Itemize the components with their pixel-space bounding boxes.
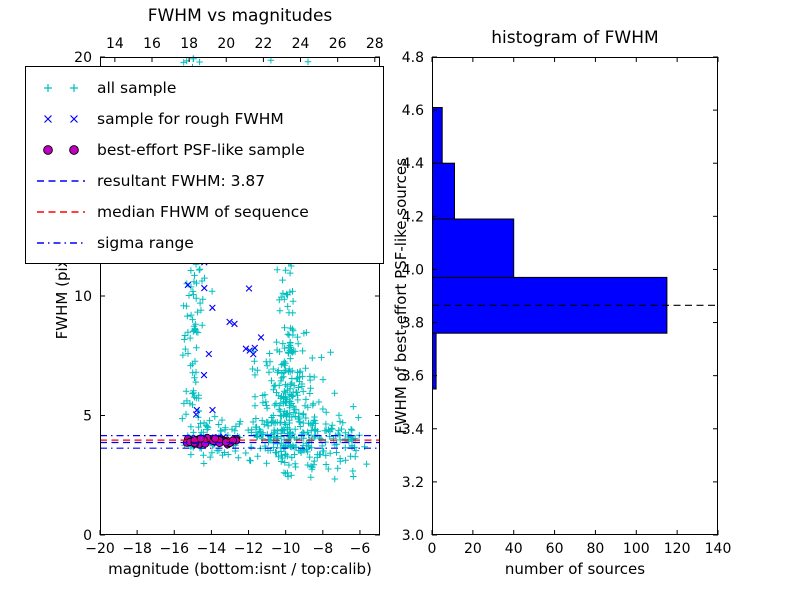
svg-text:3.0: 3.0 <box>402 528 424 544</box>
dashed-marker-icon <box>37 210 85 213</box>
legend-item-label: sigma range <box>97 233 194 252</box>
dashdot-marker-icon <box>37 241 85 244</box>
legend-item-label: sample for rough FWHM <box>97 109 284 128</box>
right-yaxis-label: FWHM of best-effort PSF-like sources <box>392 158 410 434</box>
svg-text:3.6: 3.6 <box>402 369 424 385</box>
svg-text:100: 100 <box>623 541 650 557</box>
legend-item: sigma range <box>34 227 375 258</box>
svg-text:−12: −12 <box>234 541 264 557</box>
legend-item-label: median FHWM of sequence <box>97 202 309 221</box>
plus-marker-icon <box>44 83 78 92</box>
right-xaxis-label: number of sources <box>504 560 646 578</box>
svg-text:140: 140 <box>705 541 732 557</box>
legend-item: best-effort PSF-like sample <box>34 134 375 165</box>
svg-text:22: 22 <box>254 36 272 52</box>
svg-text:4.8: 4.8 <box>402 50 424 66</box>
svg-text:24: 24 <box>292 36 310 52</box>
svg-text:−8: −8 <box>312 541 333 557</box>
svg-text:10: 10 <box>74 289 92 305</box>
legend-item: median FHWM of sequence <box>34 196 375 227</box>
x-marker-icon <box>44 114 78 123</box>
circle-marker-icon <box>43 144 79 155</box>
svg-text:120: 120 <box>664 541 691 557</box>
legend-item: sample for rough FWHM <box>34 103 375 134</box>
right-plot-title: histogram of FWHM <box>491 28 659 48</box>
svg-text:−14: −14 <box>197 541 227 557</box>
left-plot-title: FWHM vs magnitudes <box>147 6 333 26</box>
svg-text:4.4: 4.4 <box>402 156 424 172</box>
svg-text:−10: −10 <box>271 541 301 557</box>
svg-text:4.2: 4.2 <box>402 209 424 225</box>
svg-text:−18: −18 <box>122 541 152 557</box>
svg-text:4.6: 4.6 <box>402 103 424 119</box>
svg-text:14: 14 <box>106 36 124 52</box>
legend-item-label: best-effort PSF-like sample <box>97 140 305 159</box>
legend-item: resultant FWHM: 3.87 <box>34 165 375 196</box>
svg-text:−16: −16 <box>159 541 189 557</box>
svg-text:−6: −6 <box>350 541 371 557</box>
svg-text:−20: −20 <box>85 541 115 557</box>
svg-text:3.2: 3.2 <box>402 475 424 491</box>
svg-text:18: 18 <box>180 36 198 52</box>
legend-item: all sample <box>34 72 375 103</box>
svg-text:60: 60 <box>546 541 564 557</box>
svg-text:3.4: 3.4 <box>402 422 424 438</box>
legend: all sample sample for rough FWHM best-effo… <box>25 66 384 264</box>
dashed-marker-icon <box>37 179 85 182</box>
legend-item-label: all sample <box>97 78 177 97</box>
svg-text:80: 80 <box>587 541 605 557</box>
left-yaxis-label: FWHM (pix) <box>53 252 71 340</box>
legend-item-label: resultant FWHM: 3.87 <box>97 171 266 190</box>
svg-text:26: 26 <box>329 36 347 52</box>
svg-text:40: 40 <box>505 541 523 557</box>
svg-text:4.0: 4.0 <box>402 262 424 278</box>
histogram-plot: 0 20 40 60 80 100 120 140 3.0 3.2 3.4 3.6 3.8 4.0 4.2 4… <box>402 50 732 557</box>
svg-text:20: 20 <box>217 36 235 52</box>
svg-text:0: 0 <box>83 528 92 544</box>
svg-text:20: 20 <box>464 541 482 557</box>
svg-text:20: 20 <box>74 50 92 66</box>
svg-text:16: 16 <box>143 36 161 52</box>
left-xaxis-label: magnitude (bottom:isnt / top:calib) <box>108 560 372 578</box>
svg-text:28: 28 <box>366 36 384 52</box>
svg-text:3.8: 3.8 <box>402 316 424 332</box>
svg-text:5: 5 <box>83 409 92 425</box>
svg-text:0: 0 <box>428 541 437 557</box>
